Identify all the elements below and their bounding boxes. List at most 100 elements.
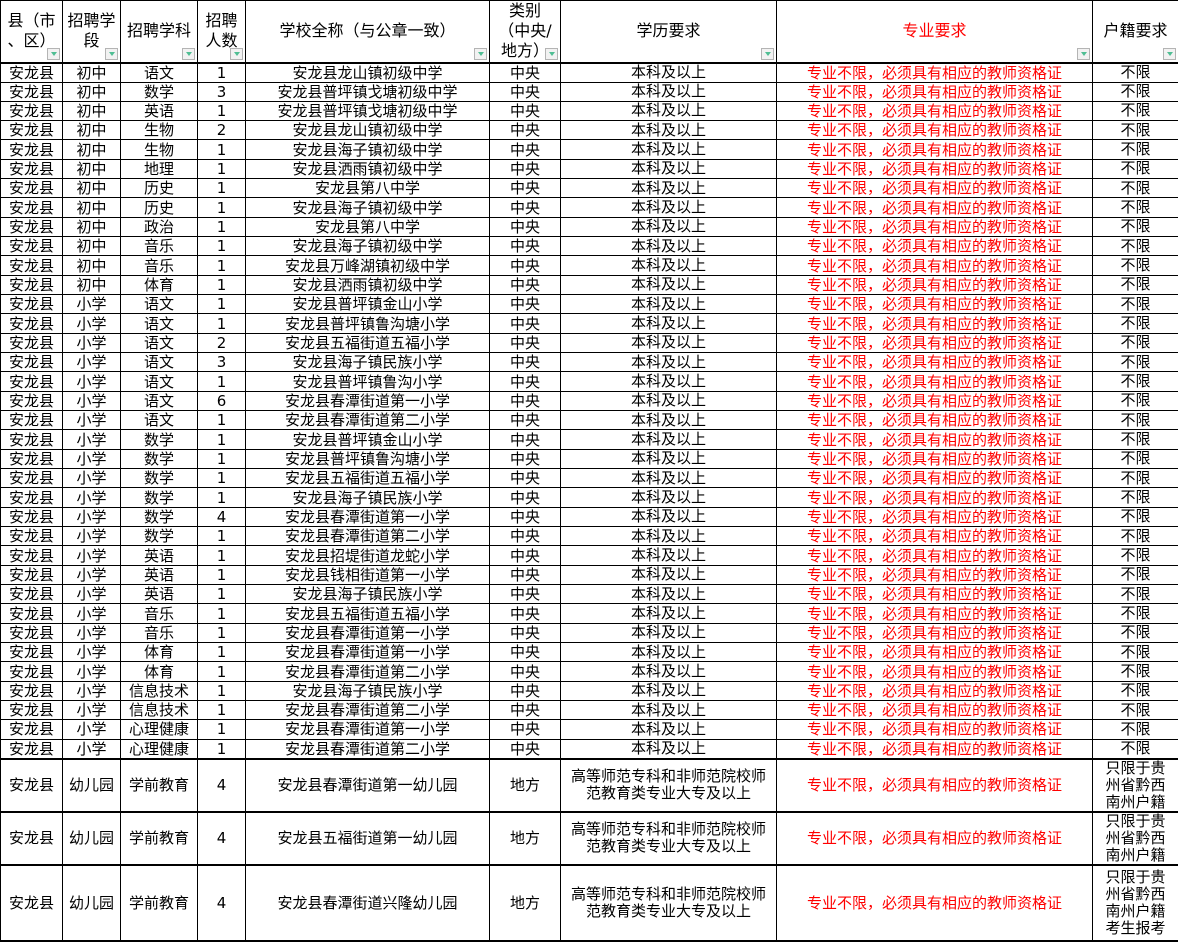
column-header-category[interactable]: 类别 （中央/ 地方） [489, 0, 561, 64]
cell-category[interactable]: 中央 [489, 545, 561, 566]
cell-stage[interactable]: 小学 [62, 468, 121, 489]
cell-category[interactable]: 中央 [489, 371, 561, 392]
cell-school[interactable]: 安龙县春潭街道第二小学 [245, 526, 490, 547]
cell-county[interactable]: 安龙县 [0, 429, 63, 450]
cell-residence[interactable]: 不限 [1092, 120, 1178, 141]
cell-major[interactable]: 专业不限，必须具有相应的教师资格证 [776, 352, 1093, 373]
cell-county[interactable]: 安龙县 [0, 545, 63, 566]
cell-education[interactable]: 高等师范专科和非师范院校师 范教育类专业大专及以上 [560, 757, 777, 813]
cell-county[interactable]: 安龙县 [0, 526, 63, 547]
cell-category[interactable]: 中央 [489, 661, 561, 682]
cell-count[interactable]: 1 [197, 158, 246, 180]
cell-school[interactable]: 安龙县五福街道五福小学 [245, 468, 490, 489]
cell-education[interactable]: 本科及以上 [560, 236, 777, 257]
cell-school[interactable]: 安龙县春潭街道第一幼儿园 [245, 757, 490, 813]
filter-dropdown-button[interactable] [47, 47, 60, 60]
cell-category[interactable]: 中央 [489, 216, 561, 238]
cell-category[interactable]: 中央 [489, 120, 561, 141]
cell-major[interactable]: 专业不限，必须具有相应的教师资格证 [776, 429, 1093, 450]
cell-major[interactable]: 专业不限，必须具有相应的教师资格证 [776, 564, 1093, 586]
cell-major[interactable]: 专业不限，必须具有相应的教师资格证 [776, 371, 1093, 392]
cell-stage[interactable]: 小学 [62, 738, 121, 760]
cell-residence[interactable]: 不限 [1092, 642, 1178, 663]
cell-subject[interactable]: 语文 [120, 390, 198, 412]
cell-stage[interactable]: 小学 [62, 642, 121, 663]
cell-residence[interactable]: 不限 [1092, 313, 1178, 334]
cell-school[interactable]: 安龙县春潭街道第二小学 [245, 410, 490, 431]
cell-stage[interactable]: 小学 [62, 294, 121, 315]
cell-count[interactable]: 1 [197, 100, 246, 122]
cell-county[interactable]: 安龙县 [0, 622, 63, 644]
cell-major[interactable]: 专业不限，必须具有相应的教师资格证 [776, 410, 1093, 431]
cell-residence[interactable]: 不限 [1092, 429, 1178, 450]
cell-major[interactable]: 专业不限，必须具有相应的教师资格证 [776, 313, 1093, 334]
cell-school[interactable]: 安龙县春潭街道兴隆幼儿园 [245, 863, 490, 942]
cell-category[interactable]: 中央 [489, 81, 561, 102]
cell-subject[interactable]: 学前教育 [120, 757, 198, 813]
cell-education[interactable]: 本科及以上 [560, 526, 777, 547]
cell-major[interactable]: 专业不限，必须具有相应的教师资格证 [776, 622, 1093, 644]
cell-education[interactable]: 本科及以上 [560, 294, 777, 315]
cell-county[interactable]: 安龙县 [0, 410, 63, 431]
cell-county[interactable]: 安龙县 [0, 680, 63, 702]
cell-count[interactable]: 1 [197, 680, 246, 702]
cell-residence[interactable]: 不限 [1092, 603, 1178, 624]
cell-county[interactable]: 安龙县 [0, 371, 63, 392]
cell-school[interactable]: 安龙县海子镇初级中学 [245, 236, 490, 257]
cell-count[interactable]: 1 [197, 642, 246, 663]
cell-count[interactable]: 1 [197, 545, 246, 566]
cell-school[interactable]: 安龙县普坪镇金山小学 [245, 429, 490, 450]
cell-residence[interactable]: 不限 [1092, 274, 1178, 296]
cell-count[interactable]: 1 [197, 197, 246, 218]
cell-stage[interactable]: 初中 [62, 274, 121, 296]
cell-education[interactable]: 本科及以上 [560, 603, 777, 624]
cell-residence[interactable]: 不限 [1092, 390, 1178, 412]
cell-residence[interactable]: 不限 [1092, 294, 1178, 315]
cell-county[interactable]: 安龙县 [0, 487, 63, 508]
cell-stage[interactable]: 幼儿园 [62, 810, 121, 866]
cell-subject[interactable]: 数学 [120, 468, 198, 489]
cell-stage[interactable]: 小学 [62, 448, 121, 470]
cell-major[interactable]: 专业不限，必须具有相应的教师资格证 [776, 738, 1093, 760]
cell-school[interactable]: 安龙县普坪镇鲁沟塘小学 [245, 448, 490, 470]
cell-county[interactable]: 安龙县 [0, 216, 63, 238]
cell-county[interactable]: 安龙县 [0, 448, 63, 470]
cell-residence[interactable]: 只限于贵 州省黔西 南州户籍 考生报考 [1092, 863, 1178, 942]
cell-county[interactable]: 安龙县 [0, 100, 63, 122]
cell-school[interactable]: 安龙县第八中学 [245, 178, 490, 199]
cell-count[interactable]: 1 [197, 62, 246, 83]
cell-residence[interactable]: 不限 [1092, 622, 1178, 644]
cell-major[interactable]: 专业不限，必须具有相应的教师资格证 [776, 810, 1093, 866]
cell-subject[interactable]: 语文 [120, 294, 198, 315]
cell-residence[interactable]: 不限 [1092, 236, 1178, 257]
cell-education[interactable]: 本科及以上 [560, 100, 777, 122]
cell-major[interactable]: 专业不限，必须具有相应的教师资格证 [776, 699, 1093, 721]
cell-subject[interactable]: 语文 [120, 313, 198, 334]
cell-major[interactable]: 专业不限，必须具有相应的教师资格证 [776, 139, 1093, 160]
cell-school[interactable]: 安龙县普坪镇鲁沟小学 [245, 371, 490, 392]
cell-count[interactable]: 1 [197, 448, 246, 470]
cell-stage[interactable]: 小学 [62, 661, 121, 682]
cell-category[interactable]: 中央 [489, 100, 561, 122]
cell-county[interactable]: 安龙县 [0, 699, 63, 721]
cell-major[interactable]: 专业不限，必须具有相应的教师资格证 [776, 178, 1093, 199]
cell-stage[interactable]: 小学 [62, 313, 121, 334]
cell-category[interactable]: 地方 [489, 863, 561, 942]
cell-stage[interactable]: 小学 [62, 719, 121, 740]
cell-residence[interactable]: 不限 [1092, 526, 1178, 547]
cell-county[interactable]: 安龙县 [0, 158, 63, 180]
cell-count[interactable]: 1 [197, 699, 246, 721]
cell-subject[interactable]: 学前教育 [120, 863, 198, 942]
cell-count[interactable]: 4 [197, 506, 246, 528]
cell-county[interactable]: 安龙县 [0, 738, 63, 760]
cell-category[interactable]: 中央 [489, 738, 561, 760]
cell-education[interactable]: 本科及以上 [560, 158, 777, 180]
cell-count[interactable]: 1 [197, 468, 246, 489]
cell-county[interactable]: 安龙县 [0, 390, 63, 412]
cell-major[interactable]: 专业不限，必须具有相应的教师资格证 [776, 448, 1093, 470]
cell-count[interactable]: 1 [197, 487, 246, 508]
cell-major[interactable]: 专业不限，必须具有相应的教师资格证 [776, 719, 1093, 740]
cell-stage[interactable]: 幼儿园 [62, 863, 121, 942]
cell-stage[interactable]: 小学 [62, 487, 121, 508]
column-header-education[interactable]: 学历要求 [560, 0, 777, 64]
